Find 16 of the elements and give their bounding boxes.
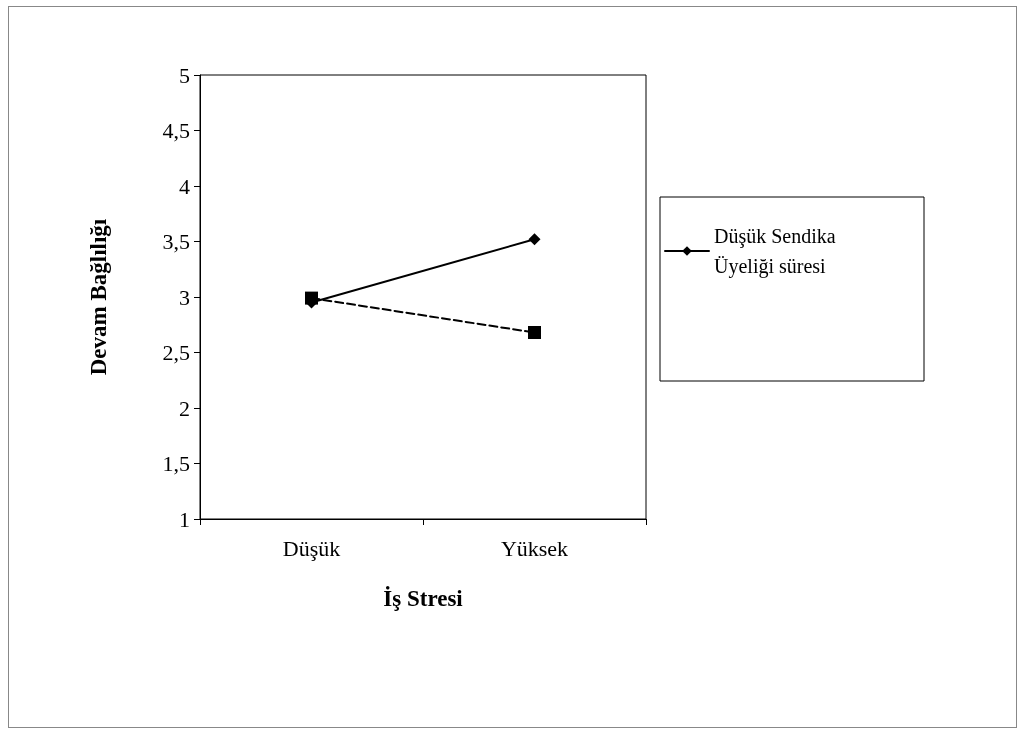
y-tick-label: 1: [179, 506, 190, 532]
y-tick-label: 4,5: [162, 118, 190, 143]
y-tick-label: 2,5: [162, 340, 190, 365]
y-tick-label: 4: [179, 173, 190, 199]
point: [528, 233, 541, 246]
x-tick-label: Düşük: [282, 535, 341, 561]
x-tick-label: Yüksek: [500, 535, 569, 561]
x-axis-title: İş Stresi: [383, 586, 464, 611]
y-tick-label: 3,5: [162, 229, 190, 254]
y-axis-title: Devam Bağlılığı: [86, 218, 111, 376]
y-tick-label: 5: [179, 62, 190, 88]
y-tick-label: 2: [179, 395, 190, 421]
y-tick-label: 1,5: [162, 451, 190, 476]
legend-label: Düşük Sendika Üyeliği süresi: [714, 225, 841, 278]
point: [528, 326, 541, 340]
y-tick-label: 3: [179, 284, 190, 310]
